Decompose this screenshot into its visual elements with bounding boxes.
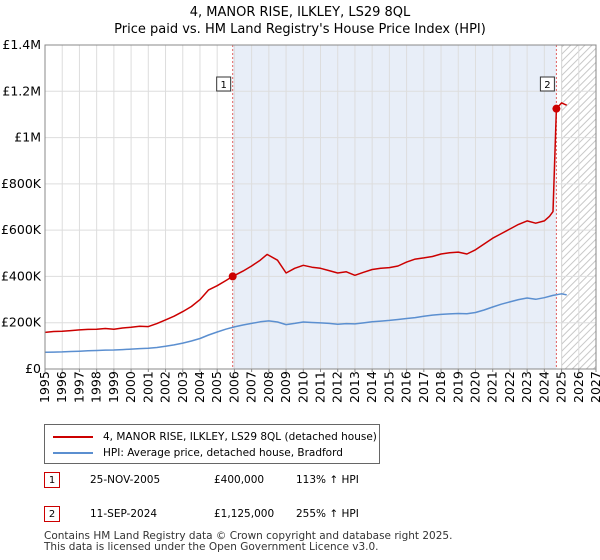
transaction-price: £1,125,000 bbox=[214, 508, 275, 520]
x-tick-label: 2011 bbox=[313, 371, 328, 403]
x-tick-label: 1996 bbox=[54, 371, 69, 403]
hpi-line bbox=[44, 293, 567, 354]
transaction-price: £400,000 bbox=[214, 474, 265, 486]
x-tick-label: 2002 bbox=[158, 371, 173, 403]
transaction-hpi-change: 255% ↑ HPI bbox=[296, 508, 359, 520]
transaction-row: 1 25-NOV-2005 £400,000 113% ↑ HPI bbox=[44, 472, 464, 490]
x-tick-label: 2007 bbox=[244, 371, 259, 403]
chart-subtitle: Price paid vs. HM Land Registry's House … bbox=[114, 22, 486, 37]
legend-item-property: 4, MANOR RISE, ILKLEY, LS29 8QL (detache… bbox=[53, 429, 377, 445]
x-tick-label: 2025 bbox=[554, 371, 569, 403]
y-tick-label: £400K bbox=[1, 268, 42, 283]
legend-label-property: 4, MANOR RISE, ILKLEY, LS29 8QL (detache… bbox=[103, 431, 377, 443]
x-tick-label: 2006 bbox=[226, 371, 241, 403]
annotation-box bbox=[216, 76, 232, 92]
x-tick-label: 2001 bbox=[140, 371, 155, 403]
transaction-row: 2 11-SEP-2024 £1,125,000 255% ↑ HPI bbox=[44, 506, 464, 524]
legend-swatch-property bbox=[53, 436, 93, 438]
x-tick-label: 2016 bbox=[399, 371, 414, 403]
x-tick-label: 1999 bbox=[106, 371, 121, 403]
y-tick-label: £1M bbox=[14, 130, 41, 145]
x-tick-label: 2003 bbox=[175, 371, 190, 403]
y-tick-label: £600K bbox=[1, 222, 42, 237]
y-tick-label: £1.2M bbox=[2, 83, 41, 98]
x-tick-label: 2026 bbox=[571, 371, 586, 403]
x-tick-label: 1995 bbox=[37, 371, 52, 403]
x-tick-label: 2022 bbox=[502, 371, 517, 403]
chart-title: 4, MANOR RISE, ILKLEY, LS29 8QL bbox=[190, 5, 411, 20]
transaction-date: 25-NOV-2005 bbox=[90, 474, 161, 486]
x-tick-label: 2008 bbox=[261, 371, 276, 403]
x-tick-label: 2005 bbox=[209, 371, 224, 403]
y-tick-label: £0 bbox=[25, 361, 41, 376]
x-tick-label: 2020 bbox=[467, 371, 482, 403]
price-chart: 4, MANOR RISE, ILKLEY, LS29 8QL Price pa… bbox=[1, 5, 600, 403]
x-tick-label: 2000 bbox=[123, 371, 138, 403]
x-tick-label: 1997 bbox=[71, 371, 86, 403]
y-tick-label: £200K bbox=[1, 315, 42, 330]
sale-point bbox=[228, 272, 237, 281]
transaction-hpi-change: 113% ↑ HPI bbox=[296, 474, 359, 486]
x-tick-label: 2017 bbox=[416, 371, 431, 403]
attribution-line-1: Contains HM Land Registry data © Crown c… bbox=[44, 530, 453, 542]
transaction-date: 11-SEP-2024 bbox=[90, 508, 158, 520]
legend-item-hpi: HPI: Average price, detached house, Brad… bbox=[53, 445, 343, 461]
legend-label-hpi: HPI: Average price, detached house, Brad… bbox=[103, 447, 343, 459]
legend: 4, MANOR RISE, ILKLEY, LS29 8QL (detache… bbox=[44, 424, 380, 464]
transaction-badge: 1 bbox=[44, 472, 60, 488]
x-tick-label: 2013 bbox=[347, 371, 362, 403]
sale-point bbox=[552, 104, 561, 113]
property-price-line bbox=[44, 102, 568, 334]
transaction-badge: 2 bbox=[44, 506, 60, 522]
attribution-line-2: This data is licensed under the Open Gov… bbox=[44, 541, 379, 553]
x-tick-label: 2024 bbox=[536, 371, 551, 403]
x-tick-label: 2009 bbox=[278, 371, 293, 403]
x-tick-label: 2018 bbox=[433, 371, 448, 403]
x-tick-label: 2012 bbox=[330, 371, 345, 403]
x-tick-label: 1998 bbox=[89, 371, 104, 403]
y-tick-label: £1.4M bbox=[2, 37, 41, 52]
annotation-label: 2 bbox=[544, 80, 550, 91]
x-tick-label: 2004 bbox=[192, 371, 207, 403]
legend-swatch-hpi bbox=[53, 452, 93, 454]
x-tick-label: 2019 bbox=[450, 371, 465, 403]
annotation-box bbox=[539, 76, 555, 92]
x-tick-label: 2014 bbox=[364, 371, 379, 403]
x-tick-label: 2015 bbox=[381, 371, 396, 403]
ownership-shade bbox=[232, 45, 557, 369]
x-tick-label: 2010 bbox=[295, 371, 310, 403]
x-tick-label: 2027 bbox=[588, 371, 600, 403]
x-tick-label: 2023 bbox=[519, 371, 534, 403]
x-tick-label: 2021 bbox=[485, 371, 500, 403]
y-tick-label: £800K bbox=[1, 176, 42, 191]
attribution-footer: Contains HM Land Registry data © Crown c… bbox=[44, 531, 452, 553]
annotation-label: 1 bbox=[220, 80, 226, 91]
